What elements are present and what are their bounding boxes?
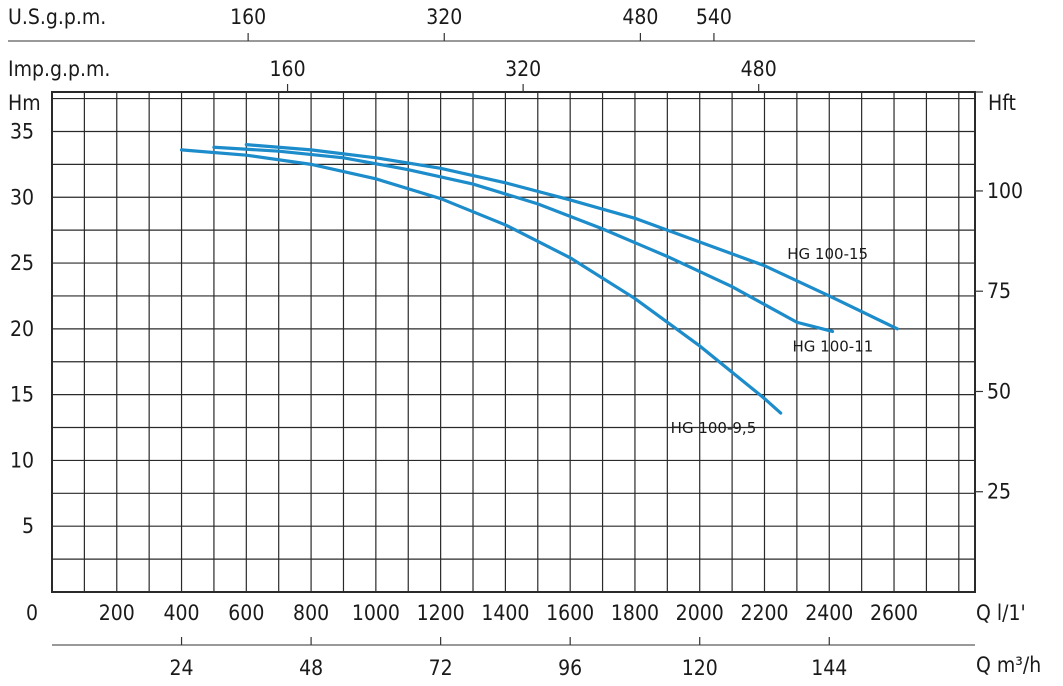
y-tick-label: 30 <box>10 185 34 209</box>
m3h-tick-label: 120 <box>682 656 718 680</box>
x-tick-label: 2000 <box>676 601 724 625</box>
pump-curve-1 <box>179 148 783 415</box>
axis-label-impgpm: Imp.g.p.m. <box>8 57 110 81</box>
curve-label: HG 100-15 <box>787 245 868 263</box>
usgpm-tick-label: 480 <box>622 5 658 29</box>
y-right-tick-label: 100 <box>987 179 1023 203</box>
y-axis-label-hft: Hft <box>988 91 1016 115</box>
m3h-tick-label: 96 <box>558 656 582 680</box>
x-axis-label-l-per-min: Q l/1' <box>976 601 1026 625</box>
impgpm-ticks: 160 320 480 <box>270 57 777 92</box>
top-axes: U.S.g.p.m. 160 320 480 540 Imp.g.p.m. 160 32… <box>8 5 975 92</box>
y-ticks-hm: 5 10 15 20 25 30 35 <box>10 119 34 538</box>
impgpm-tick-label: 480 <box>741 57 777 81</box>
x-axis-label-m3h: Q m³/h <box>976 653 1041 677</box>
x-tick-label: 1200 <box>417 601 465 625</box>
x-tick-label: 2600 <box>870 601 918 625</box>
curve-labels: HG 100-9,5 HG 100-11 HG 100-15 <box>671 245 874 437</box>
y-ticks-hft: 25 50 75 100 <box>975 91 1023 504</box>
y-right-tick-label: 75 <box>987 279 1011 303</box>
x-tick-label: 200 <box>99 601 135 625</box>
plot-frame <box>51 91 976 593</box>
curve-label: HG 100-11 <box>793 337 874 355</box>
x-tick-label: 600 <box>228 601 264 625</box>
y-right-tick-label: 25 <box>987 480 1011 504</box>
x-ticks-l-per-min: 0 200 400 600 800 1000 1200 1400 1600 1800 2000 220… <box>26 601 918 625</box>
m3h-ticks: 24 48 72 96 120 144 <box>170 637 847 680</box>
x-tick-label: 800 <box>293 601 329 625</box>
m3h-tick-label: 48 <box>299 656 323 680</box>
chart-grid <box>51 91 976 593</box>
pump-curves <box>179 143 899 415</box>
x-tick-label: 1000 <box>352 601 400 625</box>
x-tick-label: 2400 <box>805 601 853 625</box>
m3h-tick-label: 72 <box>429 656 453 680</box>
y-tick-label: 20 <box>10 317 34 341</box>
impgpm-tick-label: 320 <box>505 57 541 81</box>
y-tick-label: 35 <box>10 119 34 143</box>
x-tick-label: 1800 <box>611 601 659 625</box>
m3h-tick-label: 24 <box>170 656 194 680</box>
impgpm-tick-label: 160 <box>270 57 306 81</box>
y-tick-label: 10 <box>10 448 34 472</box>
y-right-tick-label: 50 <box>987 379 1011 403</box>
x-tick-label: 0 <box>26 601 38 625</box>
pump-curve-3 <box>244 143 899 331</box>
usgpm-tick-label: 320 <box>426 5 462 29</box>
x-tick-label: 400 <box>164 601 200 625</box>
y-axis-label-hm: Hm <box>8 91 41 115</box>
curve-label: HG 100-9,5 <box>671 419 757 437</box>
x-tick-label: 2200 <box>740 601 788 625</box>
m3h-tick-label: 144 <box>811 656 847 680</box>
usgpm-ticks: 160 320 480 540 <box>230 5 732 41</box>
y-tick-label: 25 <box>10 251 34 275</box>
x-tick-label: 1400 <box>481 601 529 625</box>
pump-curve-2 <box>212 145 835 334</box>
axis-label-usgpm: U.S.g.p.m. <box>8 5 106 29</box>
usgpm-tick-label: 540 <box>696 5 732 29</box>
usgpm-tick-label: 160 <box>230 5 266 29</box>
y-tick-label: 5 <box>22 514 34 538</box>
x-tick-label: 1600 <box>546 601 594 625</box>
y-tick-label: 15 <box>10 383 34 407</box>
